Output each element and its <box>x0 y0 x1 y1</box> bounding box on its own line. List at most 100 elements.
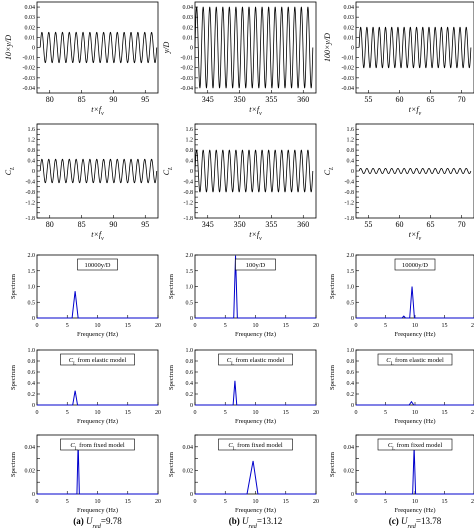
y-axis-label: Spectrum <box>168 452 175 477</box>
subplot-r3c3: 0 0.5 1.0 1.5 2.0 0 5 10 15 20 Frequency (Hz) Spect… <box>329 253 474 338</box>
x-tick-label: 70 <box>458 95 466 104</box>
y-axis-label: Spectrum <box>10 452 17 477</box>
y-tick-label: 0.01 <box>344 35 355 41</box>
y-tick-label: 0.02 <box>183 468 194 474</box>
y-tick-label: 0.01 <box>183 35 194 41</box>
y-tick-label: -0.4 <box>345 179 355 185</box>
x-axis-label: Frequency (Hz) <box>235 331 276 338</box>
data-series-line <box>37 390 158 406</box>
x-axis-label: t×fv <box>409 230 422 242</box>
y-tick-label: 0.5 <box>186 300 194 306</box>
data-series-line <box>358 167 472 175</box>
x-tick-label: 20 <box>313 499 319 505</box>
y-tick-label: 0.8 <box>186 148 194 154</box>
x-tick-label: 15 <box>125 323 131 329</box>
x-tick-label: 20 <box>313 323 319 329</box>
x-tick-label: 20 <box>313 410 319 416</box>
x-axis-label: Frequency (Hz) <box>235 507 276 514</box>
x-tick-label: 0 <box>36 499 39 505</box>
y-tick-label: 1.5 <box>28 269 36 275</box>
y-axis-label: Spectrum <box>10 274 17 299</box>
x-tick-label: 5 <box>224 410 227 416</box>
y-tick-label: 0 <box>190 492 193 498</box>
x-tick-label: 355 <box>265 220 277 229</box>
x-tick-label: 0 <box>355 323 358 329</box>
x-axis-label: Frequency (Hz) <box>77 507 118 514</box>
y-tick-label: -0.02 <box>342 66 355 72</box>
y-tick-label: 0.8 <box>347 148 355 154</box>
y-tick-label: 1.0 <box>28 348 36 354</box>
y-tick-label: 0 <box>32 403 35 409</box>
y-tick-label: 2.0 <box>28 253 36 259</box>
x-tick-label: 15 <box>442 499 448 505</box>
y-tick-label: 0 <box>351 316 354 322</box>
y-tick-label: 0.04 <box>25 5 36 11</box>
y-tick-label: 1.5 <box>347 269 355 275</box>
data-series-line <box>195 460 316 495</box>
x-tick-label: 5 <box>224 323 227 329</box>
x-axis-label: Frequency (Hz) <box>235 418 276 425</box>
x-tick-label: 20 <box>155 410 161 416</box>
subplot-r2c3: -1.8 -1.2 -0.8 -0.4 0 0.4 0.8 1.2 1.6 55 60 65 70 t×f… <box>323 123 474 242</box>
x-tick-label: 15 <box>283 410 289 416</box>
x-tick-label: 55 <box>364 220 372 229</box>
y-tick-label: 0.8 <box>186 359 194 365</box>
x-axis-label: t×fv <box>91 230 104 242</box>
subplot-r3c2: 0 0.5 1.0 1.5 2.0 0 5 10 15 20 Frequency (Hz) Spect… <box>168 253 319 338</box>
legend-label: 100y/D <box>246 262 266 269</box>
data-series-line <box>194 149 314 193</box>
y-tick-label: 0.5 <box>28 300 36 306</box>
x-tick-label: 60 <box>395 220 403 229</box>
y-tick-label: -0.01 <box>23 56 36 62</box>
x-tick-label: 85 <box>78 95 86 104</box>
subplot-r2c1: -1.8 -1.2 -0.8 -0.4 0 0.4 0.8 1.2 1.6 80 85 90 95 t×f… <box>4 123 159 242</box>
x-axis-label: t×fv <box>249 230 262 242</box>
y-tick-label: -1.2 <box>26 200 36 206</box>
y-axis-label: 10×y/D <box>4 35 13 60</box>
legend-label: CL from fixed model <box>388 442 443 452</box>
x-tick-label: 350 <box>234 220 246 229</box>
x-tick-label: 80 <box>46 95 54 104</box>
x-tick-label: 70 <box>458 220 466 229</box>
data-series-line <box>194 6 314 89</box>
subplot-r3c1: 0 0.5 1.0 1.5 2.0 0 5 10 15 20 Frequency (Hz) Spect… <box>10 253 161 338</box>
y-tick-label: -0.8 <box>345 190 355 196</box>
y-tick-label: 2.0 <box>347 253 355 259</box>
y-tick-label: -0.04 <box>342 86 355 92</box>
x-axis-label: Frequency (Hz) <box>395 418 436 425</box>
x-tick-label: 20 <box>471 323 474 329</box>
legend-box <box>235 258 276 271</box>
y-tick-label: 0.8 <box>347 359 355 365</box>
y-tick-label: -1.2 <box>345 200 355 206</box>
x-axis-label: t×fv <box>249 105 262 117</box>
y-tick-label: 0.01 <box>25 35 36 41</box>
x-tick-label: 5 <box>384 499 387 505</box>
y-tick-label: 0.4 <box>347 159 355 165</box>
x-axis-label: Frequency (Hz) <box>395 331 436 338</box>
y-tick-label: 0.02 <box>344 25 355 31</box>
y-tick-label: 1.0 <box>186 348 194 354</box>
legend-label: CL from elastic model <box>386 357 444 367</box>
x-tick-label: 5 <box>384 323 387 329</box>
x-tick-label: 5 <box>66 499 69 505</box>
y-tick-label: 1.6 <box>28 127 36 133</box>
y-tick-label: 0 <box>32 169 35 175</box>
x-tick-label: 10 <box>412 410 418 416</box>
y-tick-label: 0 <box>190 316 193 322</box>
x-tick-label: 15 <box>283 323 289 329</box>
x-tick-label: 360 <box>297 220 309 229</box>
y-tick-label: -0.4 <box>184 179 194 185</box>
x-tick-label: 15 <box>125 499 131 505</box>
x-tick-label: 0 <box>36 323 39 329</box>
x-tick-label: 0 <box>36 410 39 416</box>
subplot-r4c2: 0 0.2 0.4 0.6 0.8 1.0 0 5 10 15 20 Frequency (Hz) Sp… <box>168 348 319 425</box>
legend-label: CL from fixed model <box>228 442 283 452</box>
subplot-r5c1: 0 0.02 0.04 0 5 10 15 20 Frequency (Hz) Spectrum C… <box>10 434 161 514</box>
y-tick-label: 0.02 <box>25 25 36 31</box>
y-tick-label: 0.04 <box>183 445 194 451</box>
legend-box <box>77 258 118 271</box>
y-tick-label: 0.6 <box>186 370 194 376</box>
legend-label: 10000y/D <box>402 262 428 269</box>
subplot-r4c3: 0 0.2 0.4 0.6 0.8 1.0 0 5 10 15 20 Frequency (Hz) Sp… <box>329 348 474 425</box>
y-tick-label: 0.04 <box>344 5 355 11</box>
